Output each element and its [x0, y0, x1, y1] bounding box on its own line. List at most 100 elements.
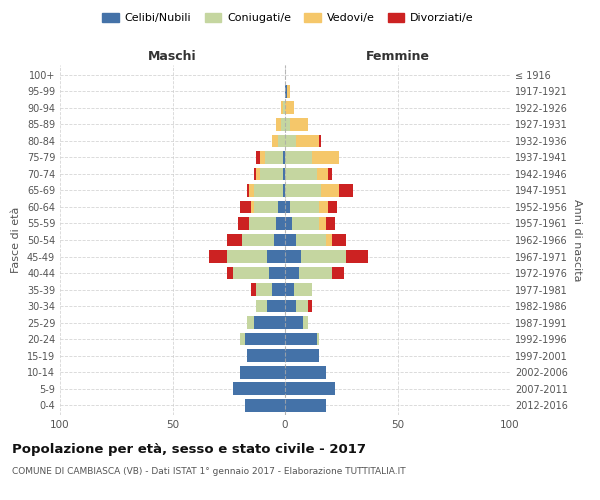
Bar	[247, 349, 285, 362]
Bar	[285, 366, 325, 378]
Bar	[285, 266, 299, 280]
Bar	[249, 217, 276, 230]
Bar	[256, 283, 271, 296]
Bar	[256, 168, 260, 180]
Bar	[274, 234, 285, 246]
Bar	[332, 266, 343, 280]
Bar	[321, 184, 339, 197]
Bar	[285, 200, 290, 213]
Bar	[312, 151, 339, 164]
Bar	[254, 184, 283, 197]
Bar	[254, 200, 278, 213]
Bar	[245, 398, 285, 411]
Bar	[251, 283, 256, 296]
Bar	[328, 200, 337, 213]
Bar	[299, 266, 332, 280]
Bar	[240, 200, 251, 213]
Bar	[346, 250, 368, 263]
Bar	[260, 151, 265, 164]
Y-axis label: Fasce di età: Fasce di età	[11, 207, 21, 273]
Bar	[281, 102, 283, 114]
Bar	[285, 283, 294, 296]
Bar	[285, 102, 294, 114]
Bar	[233, 382, 285, 395]
Bar	[319, 217, 325, 230]
Bar	[285, 118, 290, 131]
Bar	[285, 349, 319, 362]
Bar	[285, 151, 312, 164]
Bar	[247, 316, 254, 329]
Bar	[285, 382, 335, 395]
Bar	[325, 234, 332, 246]
Bar	[303, 316, 308, 329]
Bar	[292, 217, 319, 230]
Bar	[254, 168, 256, 180]
Bar	[285, 85, 287, 98]
Text: Maschi: Maschi	[148, 50, 197, 62]
Bar	[267, 250, 285, 263]
Bar	[267, 300, 285, 312]
Bar	[285, 217, 292, 230]
Bar	[240, 332, 245, 345]
Bar	[278, 134, 285, 147]
Bar	[301, 250, 346, 263]
Bar	[285, 234, 296, 246]
Bar	[278, 200, 285, 213]
Bar	[319, 134, 321, 147]
Bar	[290, 118, 308, 131]
Bar	[242, 234, 274, 246]
Bar	[285, 398, 325, 411]
Bar	[296, 234, 325, 246]
Bar	[285, 184, 321, 197]
Bar	[283, 184, 285, 197]
Bar	[271, 134, 278, 147]
Bar	[285, 300, 296, 312]
Bar	[283, 168, 285, 180]
Bar	[294, 283, 312, 296]
Bar	[276, 217, 285, 230]
Bar	[227, 266, 233, 280]
Bar	[256, 300, 267, 312]
Bar	[319, 200, 328, 213]
Bar	[227, 234, 242, 246]
Bar	[285, 332, 317, 345]
Bar	[276, 118, 281, 131]
Bar	[308, 300, 312, 312]
Bar	[260, 168, 283, 180]
Bar	[249, 184, 254, 197]
Text: COMUNE DI CAMBIASCA (VB) - Dati ISTAT 1° gennaio 2017 - Elaborazione TUTTITALIA.: COMUNE DI CAMBIASCA (VB) - Dati ISTAT 1°…	[12, 468, 406, 476]
Bar	[247, 184, 249, 197]
Bar	[271, 283, 285, 296]
Bar	[285, 316, 303, 329]
Bar	[287, 85, 290, 98]
Bar	[281, 118, 285, 131]
Bar	[285, 134, 296, 147]
Bar	[296, 300, 308, 312]
Bar	[317, 168, 328, 180]
Bar	[290, 200, 319, 213]
Text: Popolazione per età, sesso e stato civile - 2017: Popolazione per età, sesso e stato civil…	[12, 442, 366, 456]
Bar	[245, 332, 285, 345]
Bar	[233, 266, 269, 280]
Bar	[256, 151, 260, 164]
Bar	[227, 250, 267, 263]
Text: Femmine: Femmine	[365, 50, 430, 62]
Bar	[296, 134, 319, 147]
Bar	[285, 250, 301, 263]
Bar	[328, 168, 332, 180]
Bar	[269, 266, 285, 280]
Bar	[317, 332, 319, 345]
Bar	[265, 151, 283, 164]
Bar	[325, 217, 335, 230]
Bar	[254, 316, 285, 329]
Bar	[283, 151, 285, 164]
Bar	[209, 250, 227, 263]
Bar	[251, 200, 254, 213]
Bar	[339, 184, 353, 197]
Bar	[285, 168, 317, 180]
Bar	[283, 102, 285, 114]
Y-axis label: Anni di nascita: Anni di nascita	[572, 198, 581, 281]
Bar	[240, 366, 285, 378]
Bar	[238, 217, 249, 230]
Bar	[332, 234, 346, 246]
